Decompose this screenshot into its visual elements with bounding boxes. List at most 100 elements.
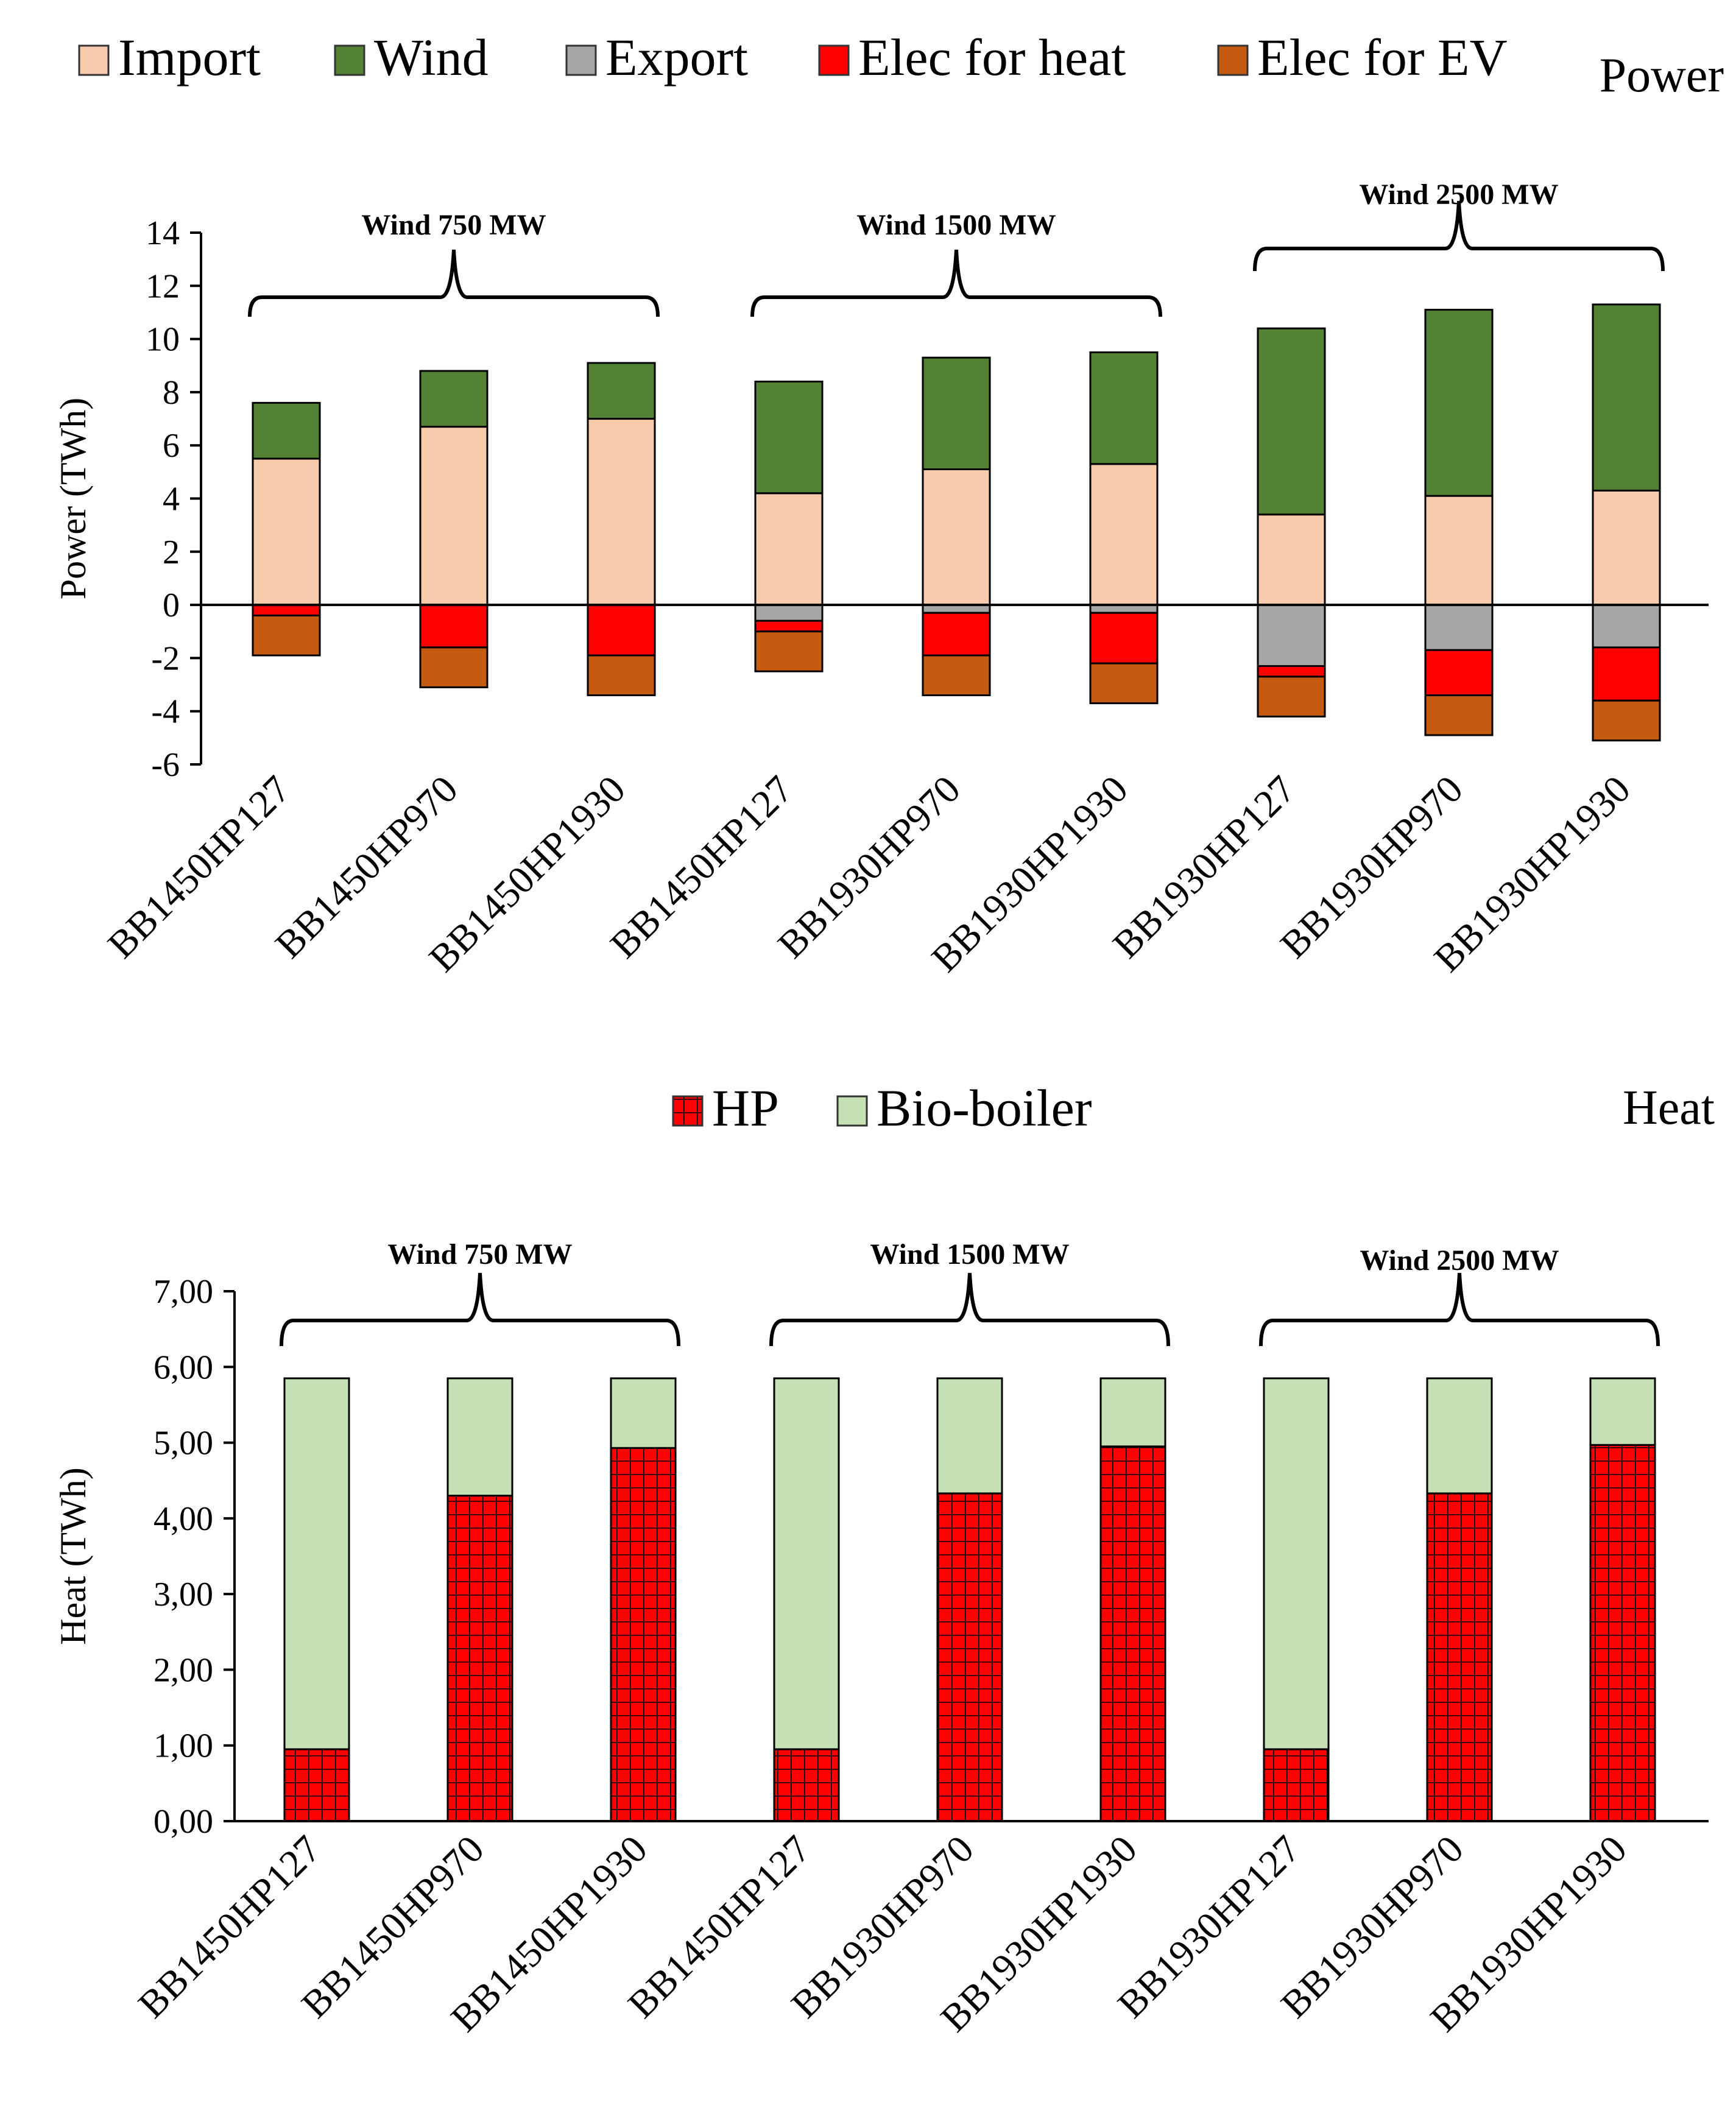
heat-bar-hp [1263,1748,1330,1822]
heat-ytick-label: 4,00 [153,1500,213,1538]
power-bar-elec-for-heat [252,604,321,617]
power-bar-wind [754,380,824,495]
heat-group-label-wind-750-mw: Wind 750 MW [387,1238,572,1271]
power-ytick-label: 14 [146,214,180,252]
power-bar-elec-for-ev [1424,694,1494,736]
legend-label-bio-boiler: Bio-boiler [877,1079,1092,1137]
power-bar-export [1592,604,1661,649]
legend-label-wind: Wind [374,28,489,86]
power-bar-import [1424,495,1494,606]
heat-bar-bio-boiler [773,1377,840,1751]
power-ytick-label: -4 [151,693,180,731]
heat-group-brace [1259,1272,1660,1347]
legend-swatch-export [565,44,597,76]
legend-label-import: Import [118,28,261,86]
power-ytick-label: 12 [146,267,180,305]
power-bar-elec-for-heat [587,604,656,657]
legend-item-elec-for-heat: Elec for heat [818,28,1126,86]
heat-ytick-label: 0,00 [153,1803,213,1841]
power-bar-import [419,426,489,606]
power-bar-import [1592,489,1661,606]
heat-bar-bio-boiler [283,1377,350,1751]
power-bar-wind [1592,303,1661,492]
power-bar-elec-for-heat [1089,612,1159,665]
power-ytick-label: 6 [163,427,180,465]
power-group-brace [248,249,660,317]
heat-bar-bio-boiler [936,1377,1003,1495]
power-bar-elec-for-ev [587,654,656,697]
power-y-axis-label: Power (TWh) [53,398,93,600]
heat-ytick-label: 7,00 [153,1273,213,1311]
legend-label-elec-for-heat: Elec for heat [858,28,1126,86]
power-group-label-wind-750-mw: Wind 750 MW [361,209,546,241]
heat-ytick-label: 6,00 [153,1349,213,1386]
power-bar-import [587,418,656,606]
power-bar-import [922,468,991,606]
power-bar-wind [1089,351,1159,465]
heat-corner-label: Heat [1623,1081,1715,1135]
power-bar-elec-for-heat [754,619,824,633]
legend-item-hp: HP [672,1079,779,1137]
legend-swatch-hp [672,1095,704,1127]
power-bar-elec-for-heat [1257,665,1326,678]
power-ytick-label: 2 [163,534,180,571]
heat-bar-bio-boiler [1099,1377,1166,1448]
power-bar-wind [252,401,321,460]
legend-swatch-elec-for-heat [818,44,850,76]
power-ytick-label: -6 [151,746,180,784]
power-bar-import [1257,513,1326,606]
heat-bar-bio-boiler [1263,1377,1330,1751]
power-bar-elec-for-heat [419,604,489,649]
legend-item-bio-boiler: Bio-boiler [836,1079,1092,1137]
heat-y-axis-label: Heat (TWh) [53,1467,93,1645]
legend-label-hp: HP [712,1079,779,1137]
legend-swatch-import [78,44,110,76]
heat-group-label-wind-1500-mw: Wind 1500 MW [870,1238,1069,1271]
power-group-label-wind-1500-mw: Wind 1500 MW [856,209,1056,241]
heat-chart: HP Bio-boiler Heat 7,00 6,00 5,00 4,00 3,00 2,00… [53,1079,1715,2040]
heat-ytick-label: 2,00 [153,1651,213,1689]
legend-swatch-wind [334,44,365,76]
heat-ytick-label: 5,00 [153,1425,213,1462]
heat-bar-hp [773,1748,840,1822]
heat-bar-hp [936,1492,1003,1822]
power-bar-export [1424,604,1494,651]
power-corner-label: Power [1600,49,1724,102]
power-bar-elec-for-ev [754,630,824,672]
heat-bar-hp [1099,1445,1166,1822]
power-bar-wind [1257,327,1326,516]
legend-swatch-bio-boiler [836,1095,868,1127]
heat-bar-bio-boiler [1589,1377,1656,1446]
heat-bar-bio-boiler [610,1377,677,1449]
heat-bar-bio-boiler [1426,1377,1493,1495]
power-ytick-label: -2 [151,640,180,677]
power-bar-import [754,492,824,606]
power-ytick-label: 4 [163,481,180,518]
power-bar-elec-for-ev [1257,675,1326,717]
heat-bar-hp [283,1748,350,1822]
power-bar-elec-for-ev [252,615,321,657]
power-bar-elec-for-ev [1592,699,1661,742]
power-ytick-label: 8 [163,374,180,412]
power-bar-elec-for-heat [1424,649,1494,697]
power-bar-elec-for-ev [922,654,991,697]
heat-bar-hp [1589,1444,1656,1822]
legend-label-export: Export [605,28,748,86]
heat-bar-hp [446,1495,513,1822]
power-group-brace [750,249,1162,317]
power-bar-export [1257,604,1326,667]
power-bar-import [252,457,321,606]
heat-group-brace [769,1272,1170,1347]
power-bar-export [754,604,824,622]
legend-swatch-elec-for-ev [1217,44,1249,76]
heat-bar-hp [610,1447,677,1822]
power-bar-wind [587,362,656,420]
power-bar-import [1089,463,1159,606]
power-group-brace [1253,200,1665,272]
power-group-label-wind-2500-mw: Wind 2500 MW [1359,178,1558,211]
power-bar-elec-for-ev [1089,662,1159,705]
power-chart: Import Wind Export Elec for heat Elec for EV… [53,28,1724,980]
heat-bar-hp [1426,1492,1493,1822]
